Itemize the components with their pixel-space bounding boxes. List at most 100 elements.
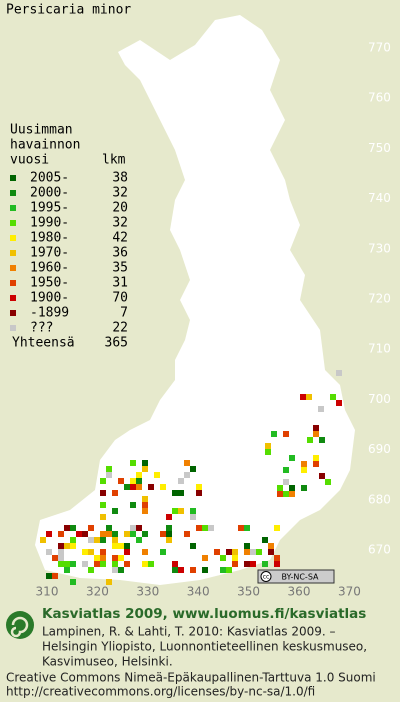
legend-count: 31 — [112, 276, 128, 291]
legend-label: 1960- — [30, 261, 69, 276]
occurrence-square — [172, 561, 178, 567]
occurrence-square — [190, 514, 196, 520]
occurrence-square — [118, 543, 124, 549]
occurrence-square — [100, 561, 106, 567]
occurrence-square — [106, 472, 112, 478]
occurrence-squares — [40, 370, 342, 585]
occurrence-square — [178, 490, 184, 496]
legend-swatch — [10, 235, 16, 241]
occurrence-square — [178, 567, 184, 573]
occurrence-square — [283, 491, 289, 497]
occurrence-square — [136, 472, 142, 478]
occurrence-square — [136, 525, 142, 531]
occurrence-square — [58, 555, 64, 561]
occurrence-square — [289, 491, 295, 497]
occurrence-square — [70, 543, 76, 549]
occurrence-square — [100, 549, 106, 555]
occurrence-square — [70, 525, 76, 531]
occurrence-square — [202, 525, 208, 531]
legend-label: ??? — [30, 321, 53, 336]
occurrence-square — [130, 478, 136, 484]
license-line: Creative Commons Nimeä-Epäkaupallinen-Ta… — [6, 671, 376, 685]
occurrence-square — [220, 567, 226, 573]
occurrence-square — [190, 466, 196, 472]
occurrence-square — [244, 525, 250, 531]
legend-swatch — [10, 295, 16, 301]
legend-count: 42 — [112, 231, 128, 246]
occurrence-square — [325, 479, 331, 485]
occurrence-square — [124, 561, 130, 567]
occurrence-square — [277, 485, 283, 491]
occurrence-square — [166, 531, 172, 537]
occurrence-square — [100, 514, 106, 520]
occurrence-square — [124, 549, 130, 555]
badge-box — [257, 569, 335, 584]
legend-label: 1990- — [30, 216, 69, 231]
occurrence-square — [178, 508, 184, 514]
occurrence-square — [301, 467, 307, 473]
legend-count: 38 — [112, 171, 128, 186]
occurrence-square — [166, 525, 172, 531]
occurrence-square — [142, 549, 148, 555]
occurrence-square — [52, 573, 58, 579]
occurrence-square — [319, 473, 325, 479]
grid-label-y: 700 — [368, 392, 391, 406]
occurrence-square — [58, 549, 64, 555]
badge-icon: cc — [263, 574, 270, 581]
occurrence-square — [82, 549, 88, 555]
occurrence-square — [124, 531, 130, 537]
occurrence-square — [232, 555, 238, 561]
occurrence-square — [262, 537, 268, 543]
occurrence-square — [268, 549, 274, 555]
grid-label-y: 750 — [368, 141, 391, 155]
occurrence-square — [46, 531, 52, 537]
occurrence-square — [94, 555, 100, 561]
occurrence-square — [262, 561, 268, 567]
occurrence-square — [52, 555, 58, 561]
occurrence-square — [58, 531, 64, 537]
occurrence-square — [250, 561, 256, 567]
occurrence-square — [82, 561, 88, 567]
occurrence-square — [336, 370, 342, 376]
occurrence-square — [64, 567, 70, 573]
occurrence-square — [130, 525, 136, 531]
occurrence-square — [64, 561, 70, 567]
occurrence-square — [283, 479, 289, 485]
occurrence-square — [319, 437, 325, 443]
occurrence-square — [64, 525, 70, 531]
finland-outline — [35, 15, 355, 585]
legend-swatch — [10, 310, 16, 316]
occurrence-square — [148, 561, 154, 567]
occurrence-square — [300, 394, 306, 400]
occurrence-square — [184, 531, 190, 537]
grid-label-y: 680 — [368, 492, 391, 506]
legend-label: 1970- — [30, 246, 69, 261]
legend-swatch — [10, 280, 16, 286]
legend-swatch — [10, 190, 16, 196]
occurrence-square — [190, 567, 196, 573]
occurrence-square — [70, 579, 76, 585]
grid-label-y: 770 — [368, 41, 391, 55]
occurrence-square — [148, 484, 154, 490]
occurrence-square — [318, 406, 324, 412]
occurrence-square — [184, 460, 190, 466]
legend-count: 7 — [120, 306, 128, 321]
legend-total-label: Yhteensä — [12, 336, 75, 351]
legend-label: -1899 — [30, 306, 69, 321]
occurrence-square — [172, 490, 178, 496]
occurrence-square — [190, 543, 196, 549]
legend-swatch — [10, 250, 16, 256]
grid-label-x: 330 — [136, 585, 159, 599]
occurrence-square — [313, 431, 319, 437]
occurrence-square — [112, 537, 118, 543]
occurrence-square — [313, 425, 319, 431]
occurrence-square — [100, 531, 106, 537]
occurrence-square — [142, 508, 148, 514]
occurrence-square — [256, 549, 262, 555]
occurrence-square — [40, 537, 46, 543]
occurrence-square — [88, 549, 94, 555]
occurrence-square — [244, 543, 250, 549]
occurrence-square — [112, 561, 118, 567]
title: Persicaria minor — [6, 3, 131, 18]
